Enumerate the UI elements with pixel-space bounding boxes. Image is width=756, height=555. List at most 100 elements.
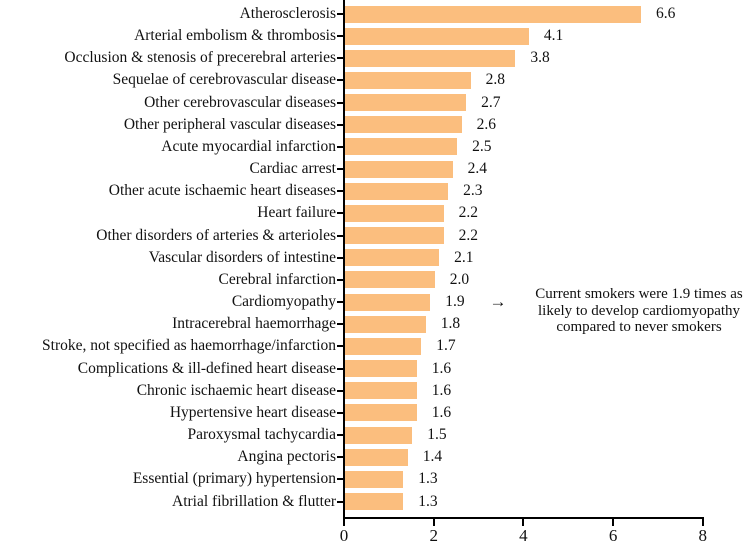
annotation-line-3: compared to never smokers bbox=[556, 319, 722, 335]
category-label: Other acute ischaemic heart diseases bbox=[108, 182, 336, 200]
annotation-text: Current smokers were 1.9 times as likely… bbox=[527, 286, 751, 336]
bar bbox=[345, 448, 408, 466]
bar bbox=[345, 249, 440, 267]
x-axis-tick bbox=[612, 519, 615, 526]
x-axis-tick-label: 2 bbox=[429, 526, 438, 545]
x-axis-tick-label: 8 bbox=[698, 526, 708, 545]
y-axis-tick bbox=[337, 256, 344, 259]
category-label: Cerebral infarction bbox=[218, 270, 336, 288]
annotation-arrow-icon: → bbox=[489, 292, 507, 311]
y-axis-line bbox=[343, 0, 345, 519]
y-axis-tick bbox=[337, 411, 344, 414]
y-axis-tick bbox=[337, 500, 344, 503]
x-axis-tick-label: 0 bbox=[339, 526, 349, 545]
bar-value-label: 4.1 bbox=[543, 27, 564, 45]
y-axis-tick bbox=[337, 101, 344, 104]
bar-value-label: 2.1 bbox=[454, 248, 474, 266]
category-label: Arterial embolism & thrombosis bbox=[134, 27, 336, 45]
category-label: Cardiomyopathy bbox=[231, 293, 336, 311]
y-axis-tick bbox=[337, 145, 344, 148]
y-axis-tick bbox=[337, 434, 344, 437]
bar bbox=[345, 5, 641, 23]
category-label: Other cerebrovascular diseases bbox=[144, 93, 336, 111]
annotation-line-2: likely to develop cardiomyopathy bbox=[537, 302, 741, 319]
x-axis-tick bbox=[522, 519, 525, 526]
bar bbox=[345, 160, 453, 178]
bar bbox=[345, 94, 467, 112]
y-axis-tick bbox=[337, 367, 344, 370]
bar-value-label: 1.5 bbox=[427, 426, 447, 444]
bar bbox=[345, 27, 529, 45]
category-label: Other peripheral vascular diseases bbox=[123, 115, 336, 133]
bar bbox=[345, 271, 435, 289]
bar bbox=[345, 493, 404, 511]
y-axis-tick bbox=[337, 13, 344, 15]
bar bbox=[345, 227, 444, 245]
y-axis-tick bbox=[337, 79, 344, 82]
category-label: Chronic ischaemic heart disease bbox=[136, 381, 336, 399]
x-axis-tick-label: 6 bbox=[608, 526, 618, 545]
y-axis-tick bbox=[337, 278, 344, 281]
category-label: Cardiac arrest bbox=[249, 160, 337, 178]
bar bbox=[345, 293, 431, 311]
bar bbox=[345, 71, 471, 89]
y-axis-tick bbox=[337, 212, 344, 215]
bar-value-label: 1.6 bbox=[431, 359, 452, 377]
y-axis-tick bbox=[337, 345, 344, 348]
annotation-line-1: Current smokers were 1.9 times as bbox=[535, 286, 743, 302]
y-axis-tick bbox=[337, 234, 344, 237]
category-label: Angina pectoris bbox=[237, 448, 336, 466]
y-axis-tick bbox=[337, 190, 344, 193]
bar-value-label: 6.6 bbox=[656, 5, 676, 22]
y-axis-tick bbox=[337, 57, 344, 60]
y-axis-tick bbox=[337, 478, 344, 481]
bar bbox=[345, 382, 417, 400]
bar-value-label: 1.4 bbox=[422, 448, 443, 466]
bar-value-label: 1.9 bbox=[445, 293, 465, 311]
bar-value-label: 1.3 bbox=[418, 470, 438, 488]
bar bbox=[345, 470, 404, 488]
category-label: Atrial fibrillation & flutter bbox=[172, 492, 336, 510]
bar bbox=[345, 337, 422, 355]
bar bbox=[345, 426, 413, 444]
category-label: Atherosclerosis bbox=[239, 5, 336, 22]
bar bbox=[345, 204, 444, 222]
bar bbox=[345, 315, 426, 333]
bar-value-label: 2.8 bbox=[485, 71, 505, 89]
category-label: Complications & ill-defined heart diseas… bbox=[77, 359, 336, 377]
category-label: Acute myocardial infarction bbox=[161, 137, 336, 155]
x-axis-tick bbox=[701, 519, 704, 526]
bar-value-label: 2.2 bbox=[458, 204, 479, 222]
category-label: Vascular disorders of intestine bbox=[148, 248, 336, 266]
x-axis-tick-label: 4 bbox=[519, 526, 528, 545]
y-axis-tick bbox=[337, 456, 344, 459]
y-axis-tick bbox=[337, 323, 344, 326]
x-axis-tick bbox=[343, 519, 345, 526]
bar-value-label: 1.6 bbox=[431, 403, 452, 421]
bar-value-label: 2.4 bbox=[467, 160, 487, 178]
bar bbox=[345, 360, 417, 378]
bar bbox=[345, 116, 462, 134]
category-label: Other disorders of arteries & arterioles bbox=[96, 226, 336, 244]
bar-value-label: 2.3 bbox=[463, 182, 483, 200]
bar-value-label: 2.7 bbox=[481, 93, 501, 111]
bar-value-label: 2.5 bbox=[472, 137, 492, 155]
bar bbox=[345, 404, 417, 422]
category-label: Sequelae of cerebrovascular disease bbox=[112, 71, 336, 89]
x-axis-line bbox=[343, 517, 704, 519]
y-axis-tick bbox=[337, 123, 344, 126]
y-axis-tick bbox=[337, 168, 344, 171]
bar-value-label: 2.6 bbox=[476, 115, 496, 133]
y-axis-tick bbox=[337, 389, 344, 392]
category-label: Hypertensive heart disease bbox=[169, 403, 336, 421]
bar-value-label: 1.6 bbox=[431, 381, 452, 399]
x-axis-tick bbox=[432, 519, 435, 526]
category-label: Stroke, not specified as haemorrhage/inf… bbox=[42, 337, 336, 355]
bar-value-label: 3.8 bbox=[530, 49, 550, 67]
y-axis-tick bbox=[337, 301, 344, 304]
bar-value-label: 1.8 bbox=[440, 315, 461, 333]
category-label: Occlusion & stenosis of precerebral arte… bbox=[64, 49, 336, 67]
bar bbox=[345, 138, 458, 156]
bar-value-label: 1.3 bbox=[418, 492, 438, 510]
